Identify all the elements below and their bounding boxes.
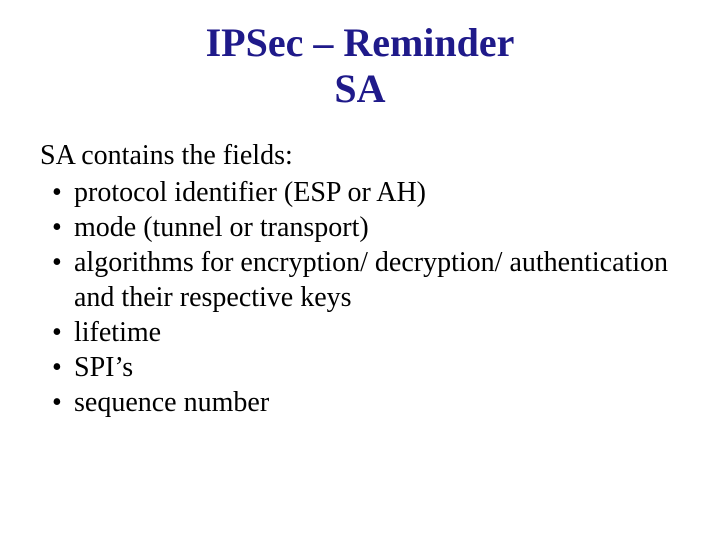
- list-item: lifetime: [40, 315, 680, 350]
- list-item: sequence number: [40, 385, 680, 420]
- intro-text: SA contains the fields:: [40, 138, 680, 173]
- slide-title: IPSec – Reminder SA: [40, 20, 680, 112]
- slide-title-line1: IPSec – Reminder: [206, 20, 515, 65]
- bullet-list: protocol identifier (ESP or AH) mode (tu…: [40, 175, 680, 420]
- list-item: protocol identifier (ESP or AH): [40, 175, 680, 210]
- list-item: mode (tunnel or transport): [40, 210, 680, 245]
- slide-title-line2: SA: [334, 66, 385, 111]
- list-item: SPI’s: [40, 350, 680, 385]
- list-item: algorithms for encryption/ decryption/ a…: [40, 245, 680, 315]
